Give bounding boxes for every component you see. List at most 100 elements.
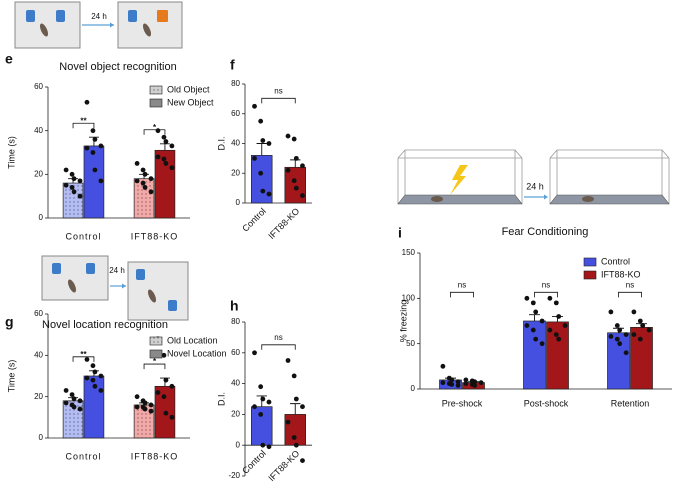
error-bar (256, 143, 267, 156)
data-point (547, 327, 553, 333)
data-point (291, 178, 297, 184)
mouse (147, 289, 157, 303)
data-point (291, 373, 297, 379)
data-point (285, 167, 291, 173)
panel-letter: g (5, 314, 14, 330)
y-tick-label: -20 (228, 471, 240, 480)
object (52, 263, 61, 274)
y-tick-label: 40 (231, 139, 240, 148)
significance-bracket (261, 97, 296, 104)
data-point (530, 300, 536, 306)
significance-bracket (72, 122, 95, 129)
data-point (440, 363, 446, 369)
data-point (608, 334, 614, 339)
y-tick-label: 150 (402, 248, 416, 257)
data-point (134, 178, 140, 184)
arrow-head (110, 22, 114, 28)
data-point (163, 139, 169, 144)
legend-swatch (149, 336, 163, 346)
mouse (67, 279, 77, 293)
data-point (547, 295, 553, 301)
data-point (90, 363, 96, 369)
chamber (549, 149, 670, 204)
data-point (631, 309, 637, 315)
legend-label: Novel Location (167, 348, 227, 358)
object (157, 10, 168, 22)
object (56, 10, 65, 22)
y-tick-label: 40 (34, 350, 43, 359)
x-tick-label: Control (65, 231, 101, 241)
legend-swatch (149, 349, 163, 359)
significance-label: ns (274, 333, 282, 342)
delay-label: 24 h (526, 181, 544, 191)
chart-title: Fear Conditioning (502, 226, 589, 238)
legend-swatch (149, 85, 163, 95)
legend-label: IFT88-KO (601, 269, 641, 279)
data-point (84, 357, 90, 362)
significance-bracket (143, 129, 166, 135)
data-point (608, 309, 614, 315)
y-tick-label: 100 (402, 293, 416, 302)
data-point (148, 176, 154, 182)
data-point (169, 414, 175, 420)
data-point (266, 141, 272, 146)
data-point (84, 375, 90, 381)
legend-label: Old Object (167, 84, 210, 94)
data-point (163, 410, 169, 416)
data-point (161, 394, 167, 400)
data-point (155, 154, 161, 160)
chart-title: Novel location recognition (42, 319, 168, 331)
data-point (524, 295, 530, 301)
x-tick-label: Post-shock (524, 398, 569, 408)
object (168, 300, 177, 311)
x-tick-label: Control (240, 448, 268, 476)
data-point (293, 396, 299, 402)
data-point (637, 318, 643, 324)
x-tick-label: Control (65, 451, 101, 461)
y-axis-label: Time (s) (6, 360, 16, 393)
y-tick-label: 0 (39, 213, 44, 222)
y-tick-label: 0 (236, 198, 241, 207)
data-point (163, 377, 169, 383)
legend-label: Old Location (167, 335, 218, 345)
y-axis-label: Time (s) (6, 136, 16, 169)
data-point (252, 404, 257, 410)
y-tick-label: 20 (34, 169, 43, 178)
y-tick-label: 60 (231, 348, 240, 357)
data-point (293, 185, 299, 191)
significance-label: ns (274, 86, 282, 95)
data-point (84, 99, 90, 105)
error-bar (159, 143, 170, 151)
data-point (252, 103, 257, 109)
delay-label: 24 h (109, 266, 125, 275)
data-point (300, 404, 305, 410)
data-point (90, 128, 96, 134)
chamber (397, 149, 523, 204)
significance-label: ** (80, 350, 87, 359)
y-tick-label: 0 (411, 384, 416, 393)
data-point (98, 143, 104, 149)
y-tick-label: 40 (231, 379, 240, 388)
data-point (77, 398, 83, 404)
data-point (478, 380, 484, 386)
data-point (92, 137, 98, 142)
x-tick-label: Pre-shock (442, 398, 483, 408)
data-point (291, 435, 297, 440)
data-point (258, 170, 264, 176)
legend-swatch (583, 270, 597, 280)
data-point (92, 369, 98, 375)
legend-swatch (583, 257, 597, 267)
data-point (69, 392, 75, 397)
data-point (266, 399, 272, 405)
data-point (63, 400, 69, 406)
data-point (155, 128, 161, 134)
x-tick-label: Retention (611, 398, 650, 408)
data-point (63, 388, 69, 393)
data-point (562, 323, 568, 328)
data-point (260, 442, 266, 448)
mouse (142, 23, 152, 37)
significance-label: ns (542, 280, 550, 289)
data-point (440, 380, 446, 386)
y-tick-label: 20 (231, 168, 240, 177)
data-point (77, 178, 83, 184)
